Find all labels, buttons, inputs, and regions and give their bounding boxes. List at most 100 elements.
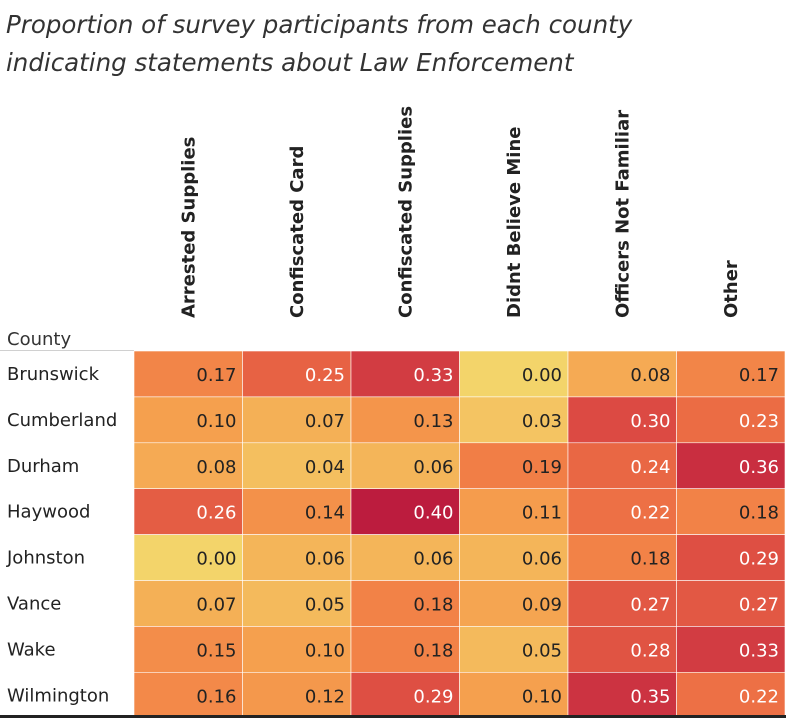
cell-value: 0.33 [413, 365, 453, 386]
chart-title: Proportion of survey participants from e… [6, 6, 632, 82]
heatmap-cell [350, 488, 460, 535]
heatmap-cell [133, 580, 243, 627]
heatmap-cell [133, 442, 243, 489]
cell-value: 0.10 [522, 686, 562, 707]
bottom-border [0, 715, 786, 718]
heatmap-cell [242, 488, 352, 535]
heatmap-cell [133, 671, 243, 719]
cell-value: 0.15 [196, 640, 236, 661]
cell-value: 0.04 [305, 457, 345, 478]
cell-value: 0.18 [413, 640, 453, 661]
heatmap-cell [350, 580, 460, 627]
cell-value: 0.06 [522, 549, 562, 570]
heatmap-cell [350, 442, 460, 489]
heatmap-cell [676, 396, 786, 444]
heatmap-cell [459, 488, 569, 535]
heatmap-cell [459, 534, 569, 581]
column-label: Confiscated Card [287, 146, 308, 318]
cell-value: 0.40 [413, 503, 453, 524]
cell-value: 0.17 [196, 365, 236, 386]
heatmap-cell [567, 442, 677, 489]
cell-value: 0.06 [305, 549, 345, 570]
heatmap-cell [676, 488, 786, 535]
cell-value: 0.26 [196, 503, 236, 524]
row-label: Vance [7, 593, 61, 614]
cell-value: 0.06 [413, 549, 453, 570]
column-label: Arrested Supplies [178, 137, 199, 318]
row-label: Haywood [7, 502, 90, 523]
heatmap-cell [459, 671, 569, 719]
cell-value: 0.36 [739, 457, 779, 478]
row-label: Brunswick [7, 364, 100, 385]
cell-value: 0.05 [305, 594, 345, 615]
cell-value: 0.30 [630, 411, 670, 432]
heatmap-cell [567, 396, 677, 444]
heatmap-cell [133, 626, 243, 673]
cell-value: 0.18 [413, 594, 453, 615]
heatmap-cell [567, 488, 677, 535]
row-label: Cumberland [7, 410, 117, 431]
cell-value: 0.23 [739, 411, 779, 432]
cell-value: 0.19 [522, 457, 562, 478]
cell-value: 0.10 [196, 411, 236, 432]
heatmap-cell [350, 671, 460, 719]
row-label: Durham [7, 456, 79, 477]
cell-value: 0.07 [196, 594, 236, 615]
cell-value: 0.35 [630, 686, 670, 707]
heatmap-cell [242, 442, 352, 489]
cell-value: 0.24 [630, 457, 670, 478]
heatmap-cell [459, 626, 569, 673]
cell-value: 0.11 [522, 503, 562, 524]
cell-value: 0.00 [196, 549, 236, 570]
heatmap-cell [242, 580, 352, 627]
heatmap-cell [459, 580, 569, 627]
heatmap-cell [676, 671, 786, 719]
cell-value: 0.22 [739, 686, 779, 707]
heatmap-cell [459, 442, 569, 489]
cell-value: 0.00 [522, 365, 562, 386]
row-label: Wilmington [7, 685, 109, 706]
cell-value: 0.14 [305, 503, 345, 524]
cell-value: 0.08 [630, 365, 670, 386]
cell-value: 0.03 [522, 411, 562, 432]
chart-title-line-1: Proportion of survey participants from e… [6, 10, 633, 39]
cell-value: 0.07 [305, 411, 345, 432]
heatmap-cell [459, 350, 569, 398]
cell-value: 0.27 [739, 594, 779, 615]
cell-value: 0.13 [413, 411, 453, 432]
heatmap-cell [350, 396, 460, 444]
cell-value: 0.12 [305, 686, 345, 707]
heatmap-cell [459, 396, 569, 444]
heatmap-cell [676, 580, 786, 627]
heatmap-cell [676, 442, 786, 489]
cell-value: 0.05 [522, 640, 562, 661]
cell-value: 0.16 [196, 686, 236, 707]
heatmap-cell [133, 488, 243, 535]
heatmap-cell [567, 671, 677, 719]
heatmap-cell [242, 396, 352, 444]
cell-value: 0.28 [630, 640, 670, 661]
chart-title-line-2: indicating statements about Law Enforcem… [6, 48, 574, 77]
cell-value: 0.27 [630, 594, 670, 615]
heatmap-cell [350, 350, 460, 398]
cell-value: 0.06 [413, 457, 453, 478]
heatmap-cell [567, 626, 677, 673]
heatmap-cell [242, 671, 352, 719]
heatmap-cell [350, 626, 460, 673]
heatmap-cell [242, 350, 352, 398]
row-header: County [7, 329, 71, 350]
column-label: Officers Not Familiar [612, 110, 633, 318]
cell-value: 0.22 [630, 503, 670, 524]
heatmap-cell [133, 534, 243, 581]
column-label: Other [721, 260, 742, 318]
heatmap-cell [676, 626, 786, 673]
heatmap-cell [676, 350, 786, 398]
cell-value: 0.10 [305, 640, 345, 661]
cell-value: 0.29 [739, 549, 779, 570]
cell-value: 0.25 [305, 365, 345, 386]
cell-value: 0.18 [739, 503, 779, 524]
column-label: Didnt Believe Mine [504, 127, 525, 318]
cell-value: 0.08 [196, 457, 236, 478]
cell-value: 0.18 [630, 549, 670, 570]
cell-value: 0.17 [739, 365, 779, 386]
